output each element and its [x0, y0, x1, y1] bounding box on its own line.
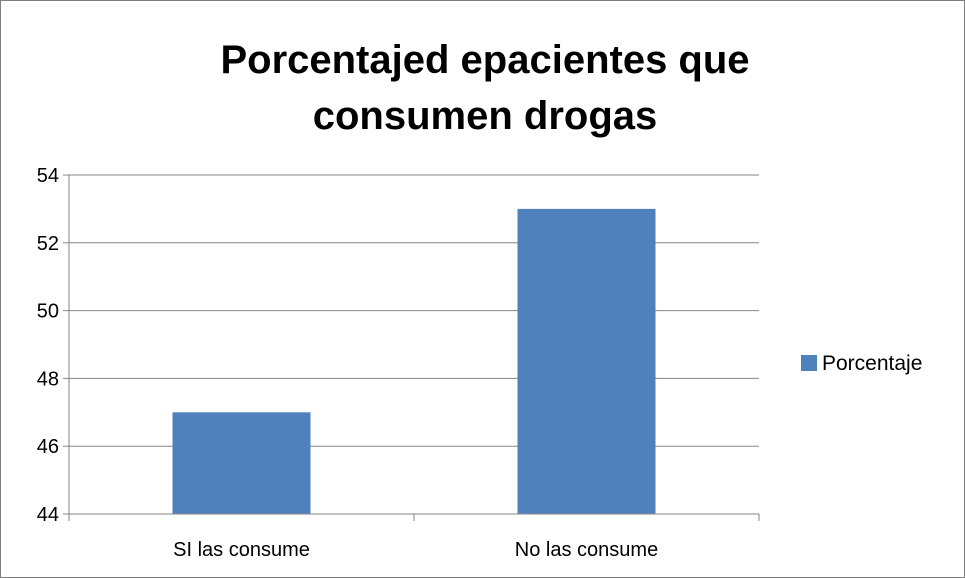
legend: Porcentaje	[801, 352, 922, 375]
chart-title-line-1: Porcentajed epacientes que	[220, 38, 749, 82]
y-axis-tick-label: 54	[37, 165, 59, 187]
chart-title: Porcentajed epacientes que consumen drog…	[220, 38, 749, 138]
legend-swatch-porcentaje	[801, 355, 817, 371]
y-axis-tick-label: 46	[37, 436, 59, 458]
y-axis-tick-label: 52	[37, 233, 59, 255]
bars	[172, 208, 656, 514]
y-axis-tick-label: 50	[37, 301, 59, 323]
bar-no-las-consume	[517, 208, 656, 514]
x-axis-tick-labels: SI las consume No las consume	[173, 539, 658, 561]
chart-title-line-2: consumen drogas	[313, 94, 658, 138]
y-axis-tick-label: 44	[37, 504, 59, 526]
axes	[63, 174, 760, 521]
y-axis-tick-label: 48	[37, 368, 59, 390]
x-axis-category-label: No las consume	[515, 539, 658, 561]
bar-si-las-consume	[172, 412, 311, 514]
y-axis-tick-labels: 44 46 48 50 52 54	[37, 165, 59, 526]
legend-label-porcentaje: Porcentaje	[822, 352, 922, 375]
x-axis-category-label: SI las consume	[173, 539, 310, 561]
